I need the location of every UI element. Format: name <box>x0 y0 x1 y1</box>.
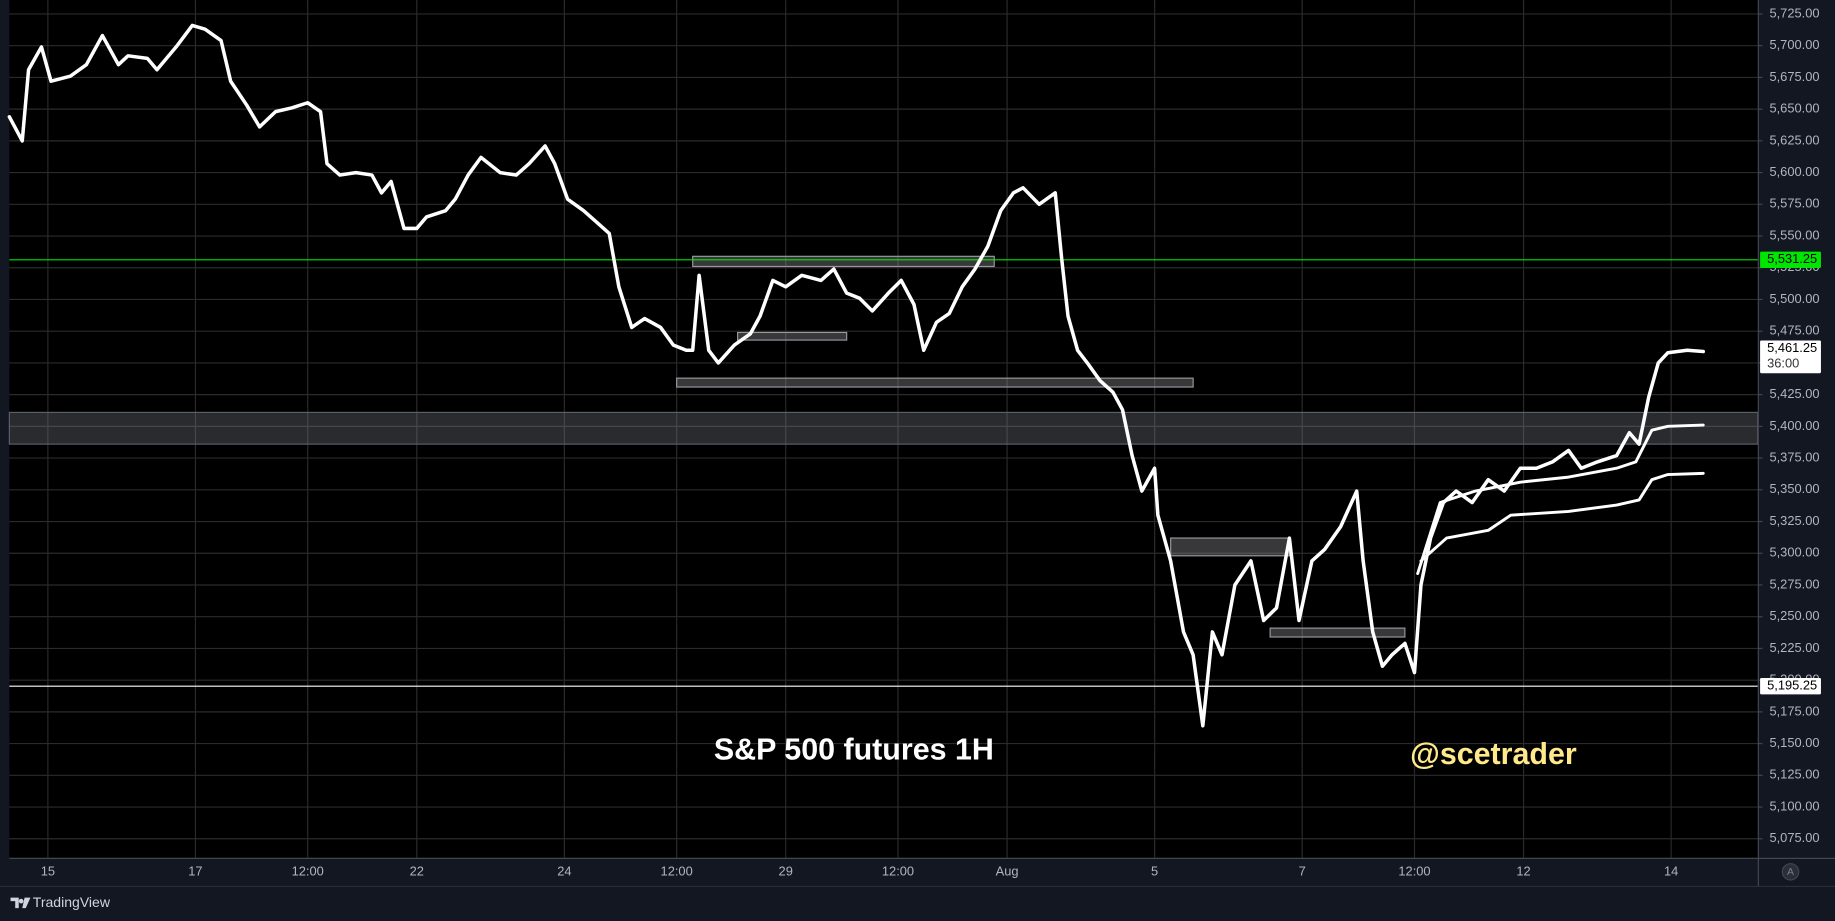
y-tick-label: 5,650.00 <box>1769 101 1819 116</box>
auto-scale-label[interactable]: A <box>1787 866 1794 878</box>
y-tick-label: 5,725.00 <box>1769 5 1819 20</box>
x-tick-label: 14 <box>1664 863 1678 878</box>
y-tick-label: 5,300.00 <box>1769 545 1819 560</box>
x-tick-label: 5 <box>1151 863 1158 878</box>
y-tick-label: 5,325.00 <box>1769 513 1819 528</box>
price-line-series <box>7 23 1705 728</box>
y-tick-label: 5,425.00 <box>1769 386 1819 401</box>
y-tick-label: 5,150.00 <box>1769 735 1819 750</box>
y-tick-label: 5,250.00 <box>1769 608 1819 623</box>
y-tick-label: 5,125.00 <box>1769 767 1819 782</box>
y-tick-label: 5,700.00 <box>1769 37 1819 52</box>
x-tick-label: 12 <box>1516 863 1530 878</box>
y-tick-label: 5,100.00 <box>1769 798 1819 813</box>
price-line-series <box>1416 423 1705 576</box>
zone-box <box>676 377 1194 388</box>
annotation: @scetrader <box>1410 737 1577 771</box>
y-tick-label: 5,225.00 <box>1769 640 1819 655</box>
price-badge-label: 5,461.25 <box>1767 340 1817 355</box>
x-tick-label: Aug <box>996 863 1019 878</box>
x-tick-label: 7 <box>1299 863 1306 878</box>
price-badge <box>1760 340 1821 374</box>
auto-scale-button[interactable] <box>1781 863 1800 881</box>
price-badge-label: 5,195.25 <box>1767 678 1817 693</box>
y-tick-label: 5,475.00 <box>1769 323 1819 338</box>
zone-box <box>1269 627 1406 638</box>
price-badge-label: 5,531.25 <box>1767 251 1817 266</box>
y-tick-label: 5,350.00 <box>1769 481 1819 496</box>
y-tick-label: 5,075.00 <box>1769 830 1819 845</box>
y-tick-label: 5,400.00 <box>1769 418 1819 433</box>
plot-layer: S&P 500 futures 1H @scetrader <box>7 0 1759 858</box>
x-tick-label: 24 <box>557 863 571 878</box>
y-tick-label: 5,175.00 <box>1769 703 1819 718</box>
x-tick-label: 15 <box>41 863 55 878</box>
plot-area <box>9 0 1758 858</box>
price-line-series <box>1419 471 1705 563</box>
y-tick-label: 5,550.00 <box>1769 227 1819 242</box>
annotation: S&P 500 futures 1H <box>714 732 994 766</box>
footer-brand: TradingView <box>33 894 111 910</box>
zone-box <box>1170 537 1290 557</box>
x-tick-label: 12:00 <box>1398 863 1430 878</box>
x-tick-label: 12:00 <box>882 863 914 878</box>
y-tick-label: 5,600.00 <box>1769 164 1819 179</box>
bar-countdown: 36:00 <box>1767 355 1799 370</box>
y-tick-label: 5,275.00 <box>1769 576 1819 591</box>
tradingview-logo <box>10 897 31 909</box>
price-badge <box>1760 251 1821 269</box>
y-tick-label: 5,375.00 <box>1769 449 1819 464</box>
x-tick-label: 12:00 <box>661 863 693 878</box>
y-tick-label: 5,500.00 <box>1769 291 1819 306</box>
zone-box <box>692 255 995 268</box>
y-tick-label: 5,575.00 <box>1769 196 1819 211</box>
x-tick-label: 29 <box>779 863 793 878</box>
price-badge <box>1760 677 1821 695</box>
x-tick-label: 12:00 <box>292 863 324 878</box>
y-tick-label: 5,625.00 <box>1769 132 1819 147</box>
zone-box <box>737 331 848 341</box>
y-tick-label: 5,675.00 <box>1769 69 1819 84</box>
x-tick-label: 17 <box>188 863 202 878</box>
x-tick-label: 22 <box>410 863 424 878</box>
support-band <box>8 411 1759 445</box>
